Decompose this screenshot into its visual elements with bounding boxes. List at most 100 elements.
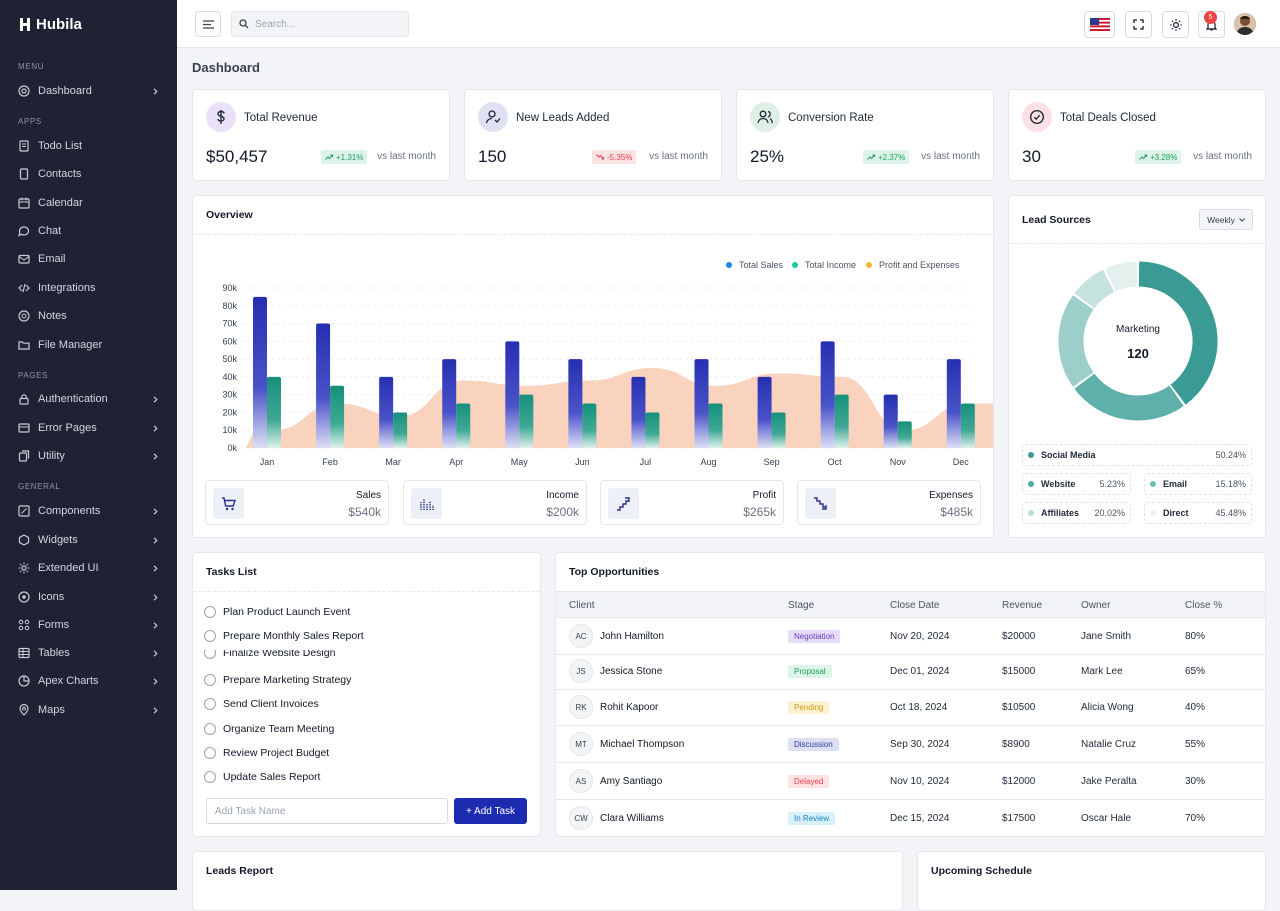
add-task-button[interactable]: + Add Task [454,798,527,824]
task-checkbox[interactable] [204,630,216,642]
sidebar-item-error-pages[interactable]: Error Pages [0,414,177,443]
bar-sales-apr[interactable] [442,359,457,448]
bar-income-mar[interactable] [393,412,408,448]
bar-sales-mar[interactable] [379,376,394,448]
search-box[interactable]: Search... [231,11,409,37]
task-item[interactable]: Finalize Website Design [204,650,335,659]
bar-income-aug[interactable] [708,403,723,448]
task-checkbox[interactable] [204,771,216,783]
sidebar-item-chat[interactable]: Chat [0,217,177,246]
task-item[interactable]: Update Sales Report [204,771,320,783]
sidebar-item-authentication[interactable]: Authentication [0,385,177,414]
bar-sales-sep[interactable] [757,376,772,448]
task-checkbox[interactable] [204,747,216,759]
sidebar-item-maps[interactable]: Maps [0,696,177,725]
task-checkbox[interactable] [204,698,216,710]
sidebar-item-notes[interactable]: Notes [0,302,177,331]
table-row[interactable]: RK Rohit Kapoor Pending Oct 18, 2024 $10500 A… [556,689,1265,726]
table-row[interactable]: AC John Hamilton Negotiation Nov 20, 2024 $2… [556,618,1265,655]
donut-slice-4[interactable] [1105,261,1138,292]
task-item[interactable]: Send Client Invoices [204,698,319,710]
bar-sales-oct[interactable] [820,341,835,448]
sidebar-item-icons[interactable]: Icons [0,583,177,612]
task-checkbox[interactable] [204,723,216,735]
sidebar-item-components[interactable]: Components [0,497,177,526]
col-close-pct[interactable]: Close % [1185,600,1223,611]
sidebar-item-extended-ui[interactable]: Extended UI [0,554,177,583]
bar-income-jan[interactable] [267,376,281,448]
task-name-input[interactable]: Add Task Name [206,798,448,824]
task-item[interactable]: Prepare Marketing Strategy [204,674,351,686]
brand[interactable]: Hubila [0,0,177,48]
menu-toggle-button[interactable] [195,11,221,37]
task-item[interactable]: Organize Team Meeting [204,723,334,735]
task-checkbox[interactable] [204,606,216,618]
fullscreen-button[interactable] [1125,11,1152,38]
donut-slice-2[interactable] [1058,295,1094,387]
bar-sales-nov[interactable] [883,394,898,448]
bar-income-apr[interactable] [456,403,471,448]
lead-source-direct[interactable]: Direct 45.48% [1144,502,1252,524]
sidebar-item-calendar[interactable]: Calendar [0,189,177,218]
task-item[interactable]: Plan Product Launch Event [204,606,350,618]
bar-income-oct[interactable] [834,394,849,448]
bar-income-nov[interactable] [897,421,912,448]
sidebar-item-email[interactable]: Email [0,245,177,274]
task-item[interactable]: Prepare Monthly Sales Report [204,630,364,642]
table-row[interactable]: CW Clara Williams In Review Dec 15, 2024 $17… [556,800,1265,836]
summary-income[interactable]: Income $200k [403,480,587,525]
language-button[interactable] [1084,11,1115,38]
bar-sales-feb[interactable] [316,323,331,448]
bar-sales-dec[interactable] [946,359,961,448]
col-owner[interactable]: Owner [1081,600,1111,611]
bar-income-jul[interactable] [645,412,660,448]
donut-slice-3[interactable] [1074,269,1115,309]
table-row[interactable]: MT Michael Thompson Discussion Sep 30, 2024… [556,726,1265,763]
user-avatar[interactable] [1234,13,1256,35]
task-checkbox[interactable] [204,650,216,659]
theme-toggle-button[interactable] [1162,11,1189,38]
sidebar-item-utility[interactable]: Utility [0,442,177,471]
bar-income-sep[interactable] [771,412,786,448]
lead-source-social-media[interactable]: Social Media 50.24% [1022,444,1252,466]
bar-sales-may[interactable] [505,341,520,448]
sidebar-item-contacts[interactable]: Contacts [0,160,177,189]
task-item[interactable]: Review Project Budget [204,747,329,759]
bar-sales-jul[interactable] [631,376,646,448]
lead-source-affiliates[interactable]: Affiliates 20.02% [1022,502,1131,524]
bar-income-dec[interactable] [960,403,975,448]
legend-total-sales[interactable]: Total Sales [726,260,783,270]
table-row[interactable]: JS Jessica Stone Proposal Dec 01, 2024 $1500… [556,653,1265,690]
col-client[interactable]: Client [569,600,595,611]
summary-sales[interactable]: Sales $540k [205,480,389,525]
col-revenue[interactable]: Revenue [1002,600,1043,611]
bar-income-jun[interactable] [582,403,597,448]
donut-slice-1[interactable] [1074,373,1184,421]
summary-profit[interactable]: Profit $265k [600,480,784,525]
bar-sales-jun[interactable] [568,359,583,448]
period-dropdown[interactable]: Weekly [1199,209,1253,230]
bar-sales-aug[interactable] [694,359,709,448]
legend-total-income[interactable]: Total Income [792,260,856,270]
sidebar-item-todo-list[interactable]: Todo List [0,132,177,161]
sidebar-item-apex-charts[interactable]: Apex Charts [0,667,177,696]
bar-sales-jan[interactable] [253,296,267,448]
sidebar-item-file-manager[interactable]: File Manager [0,331,177,360]
bar-income-feb[interactable] [330,385,345,448]
donut-slice-0[interactable] [1138,261,1218,405]
table-row[interactable]: AS Amy Santiago Delayed Nov 10, 2024 $12000 J… [556,763,1265,800]
sidebar-item-integrations[interactable]: Integrations [0,274,177,303]
sidebar-item-forms[interactable]: Forms [0,611,177,640]
bar-income-may[interactable] [519,394,534,448]
lead-source-website[interactable]: Website 5.23% [1022,473,1131,495]
task-checkbox[interactable] [204,674,216,686]
col-stage[interactable]: Stage [788,600,815,611]
col-close-date[interactable]: Close Date [890,600,940,611]
sidebar-item-tables[interactable]: Tables [0,639,177,668]
sidebar-item-widgets[interactable]: Widgets [0,526,177,555]
search-input[interactable]: Search... [255,18,296,30]
lead-source-email[interactable]: Email 15.18% [1144,473,1252,495]
legend-profit-expenses[interactable]: Profit and Expenses [866,260,960,270]
sidebar-item-dashboard[interactable]: Dashboard [0,77,177,106]
summary-expenses[interactable]: Expenses $485k [797,480,981,525]
